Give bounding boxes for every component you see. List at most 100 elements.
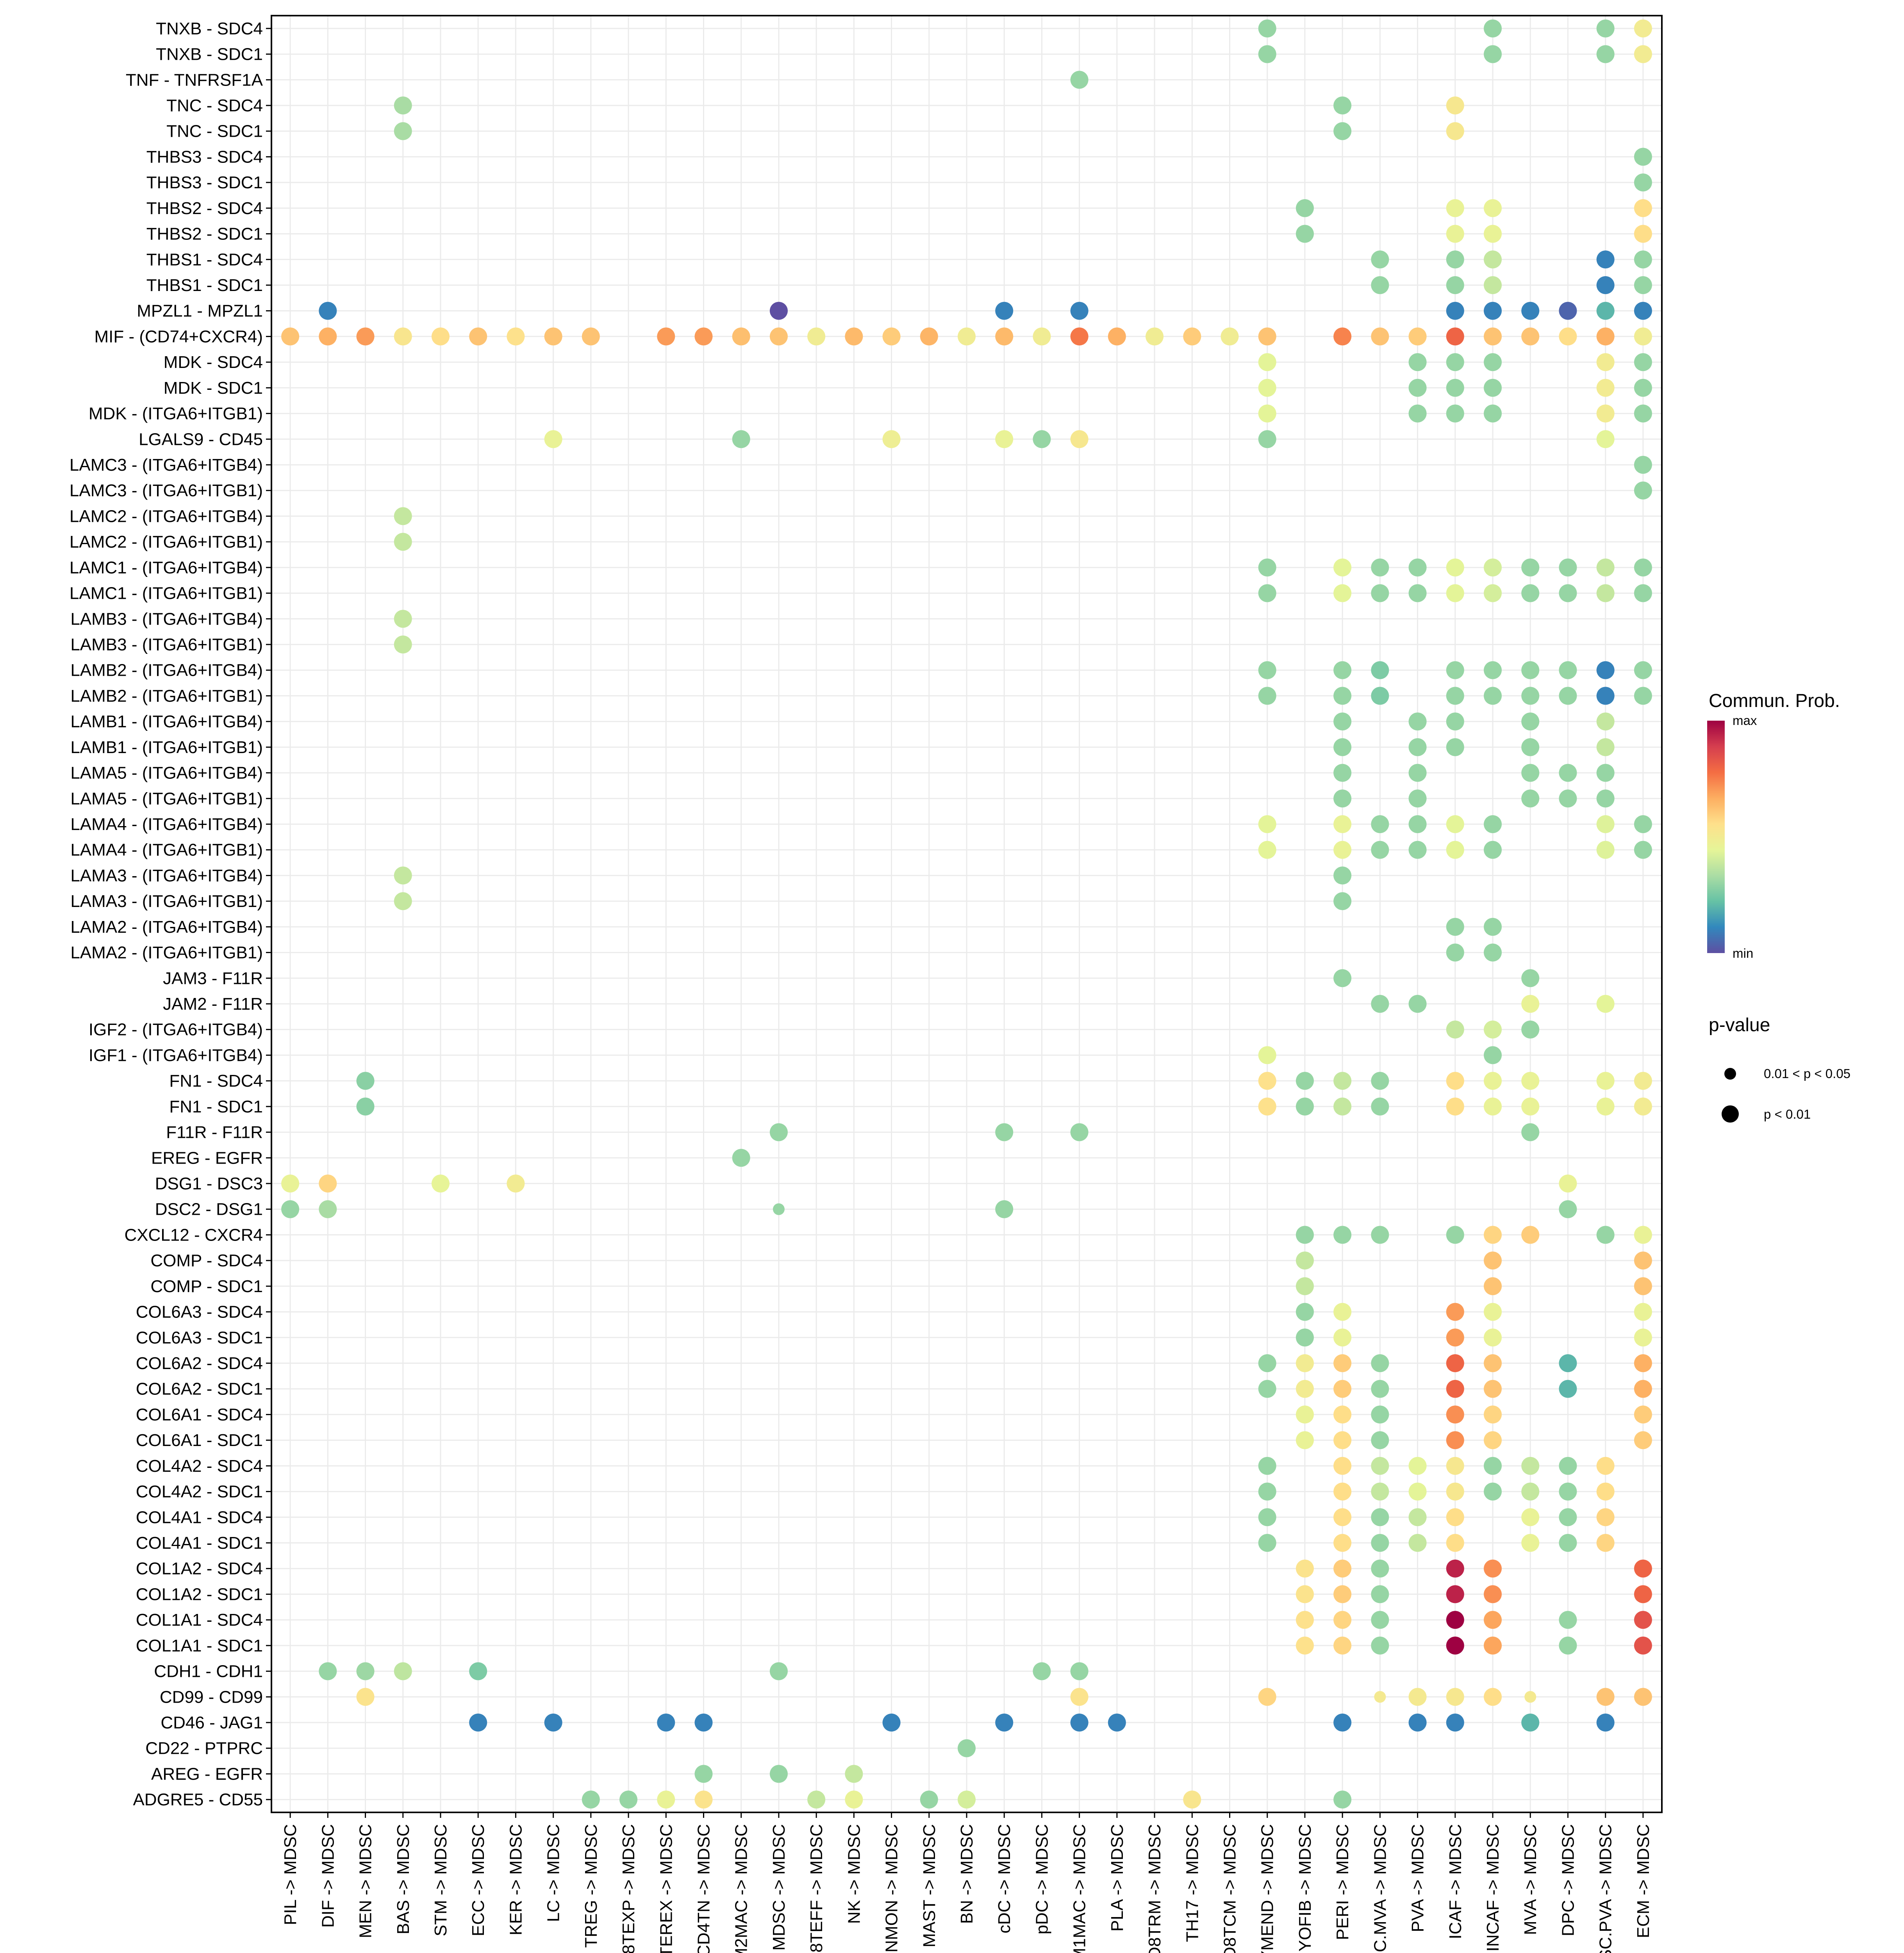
data-point [1596, 712, 1615, 731]
data-point [1258, 1482, 1276, 1501]
data-point [1559, 1200, 1577, 1218]
data-point [1296, 1072, 1314, 1090]
data-point [1634, 378, 1652, 397]
data-point [1559, 327, 1577, 346]
data-point [1333, 1559, 1352, 1578]
y-tick-label: THBS1 - SDC1 [146, 276, 263, 295]
data-point [1333, 1328, 1352, 1347]
data-point [769, 327, 788, 346]
y-tick-label: COMP - SDC1 [150, 1277, 263, 1296]
data-point [319, 327, 337, 346]
data-point [1596, 1534, 1615, 1552]
data-point [1446, 302, 1464, 320]
y-tick-label: CD99 - CD99 [160, 1687, 263, 1707]
data-point [1446, 815, 1464, 833]
y-tick-label: LAMC1 - (ITGA6+ITGB4) [70, 558, 263, 577]
data-point [1446, 327, 1464, 346]
data-point [694, 1791, 713, 1809]
data-point [469, 327, 487, 346]
y-tick-label: LAMA4 - (ITGA6+ITGB4) [70, 815, 263, 834]
x-tick-label: CD8TEFF -> MDSC [807, 1824, 826, 1953]
data-point [1333, 1791, 1352, 1809]
data-point [1333, 764, 1352, 782]
data-point [356, 1662, 375, 1680]
data-point [1596, 404, 1615, 423]
data-point [657, 327, 675, 346]
y-tick-label: COL4A1 - SDC4 [136, 1508, 263, 1527]
y-tick-label: COL4A2 - SDC1 [136, 1482, 263, 1501]
data-point [281, 1200, 300, 1218]
data-point [1446, 96, 1464, 114]
data-point [1634, 1431, 1652, 1450]
y-tick-label: LGALS9 - CD45 [139, 430, 263, 449]
data-point [1446, 1405, 1464, 1424]
data-point [1258, 353, 1276, 371]
data-point [1258, 1508, 1276, 1526]
data-point [1484, 1277, 1502, 1295]
y-tick-label: MPZL1 - MPZL1 [137, 302, 263, 321]
data-point [1559, 1380, 1577, 1398]
data-point [1333, 327, 1352, 346]
data-point [1559, 789, 1577, 808]
y-tick-label: TNC - SDC4 [166, 96, 263, 115]
y-tick-label: COL6A3 - SDC1 [136, 1328, 263, 1347]
data-point [920, 1791, 938, 1809]
data-point [1446, 584, 1464, 602]
x-tick-label: STM -> MDSC [431, 1824, 450, 1936]
data-point [1634, 1328, 1652, 1347]
data-point [319, 302, 337, 320]
data-point [1634, 815, 1652, 833]
y-tick-label: LAMC3 - (ITGA6+ITGB4) [70, 455, 263, 475]
data-point [1446, 225, 1464, 243]
x-tick-label: KER -> MDSC [506, 1824, 525, 1935]
y-tick-label: LAMA5 - (ITGA6+ITGB1) [70, 789, 263, 808]
data-point [882, 327, 901, 346]
data-point [1484, 1020, 1502, 1039]
data-point [1596, 19, 1615, 37]
y-tick-label: IGF1 - (ITGA6+ITGB4) [89, 1046, 263, 1065]
data-point [1484, 584, 1502, 602]
data-point [1634, 19, 1652, 37]
colorbar-min-label: min [1733, 946, 1753, 960]
y-tick-label: LAMA4 - (ITGA6+ITGB1) [70, 841, 263, 860]
data-point [1296, 1380, 1314, 1398]
data-point [1446, 738, 1464, 756]
data-point [1371, 584, 1389, 602]
x-tick-label: MDSC -> MDSC [769, 1824, 789, 1951]
data-point [1634, 199, 1652, 217]
data-point [1596, 1508, 1615, 1526]
data-point [1521, 1534, 1540, 1552]
data-point [1333, 892, 1352, 910]
data-point [1559, 1611, 1577, 1629]
data-point [1596, 789, 1615, 808]
data-point [1070, 327, 1089, 346]
x-tick-label: LYMEND -> MDSC [1258, 1824, 1277, 1953]
y-tick-label: TNXB - SDC4 [156, 19, 263, 38]
y-tick-label: COL6A1 - SDC1 [136, 1431, 263, 1450]
size-legend-large-label: p < 0.01 [1764, 1107, 1811, 1121]
data-point [1070, 1714, 1089, 1732]
y-tick-label: COL1A2 - SDC1 [136, 1585, 263, 1604]
data-point [394, 533, 412, 551]
data-point [1559, 661, 1577, 679]
data-point [1258, 404, 1276, 423]
data-point [1484, 45, 1502, 63]
data-point [1333, 1303, 1352, 1321]
data-point [1484, 661, 1502, 679]
data-point [394, 327, 412, 346]
data-point [1371, 1534, 1389, 1552]
data-point [1446, 1482, 1464, 1501]
data-point [1596, 841, 1615, 859]
data-point [1484, 1482, 1502, 1501]
data-point [1258, 19, 1276, 37]
data-point [1446, 1585, 1464, 1603]
data-point [1371, 1611, 1389, 1629]
data-point [1070, 302, 1089, 320]
data-point [1333, 1226, 1352, 1244]
data-point [1446, 943, 1464, 962]
data-point [319, 1662, 337, 1680]
data-point [1484, 276, 1502, 294]
x-tick-label: MAST -> MDSC [920, 1824, 939, 1948]
data-point [1371, 1482, 1389, 1501]
data-point [1408, 353, 1427, 371]
